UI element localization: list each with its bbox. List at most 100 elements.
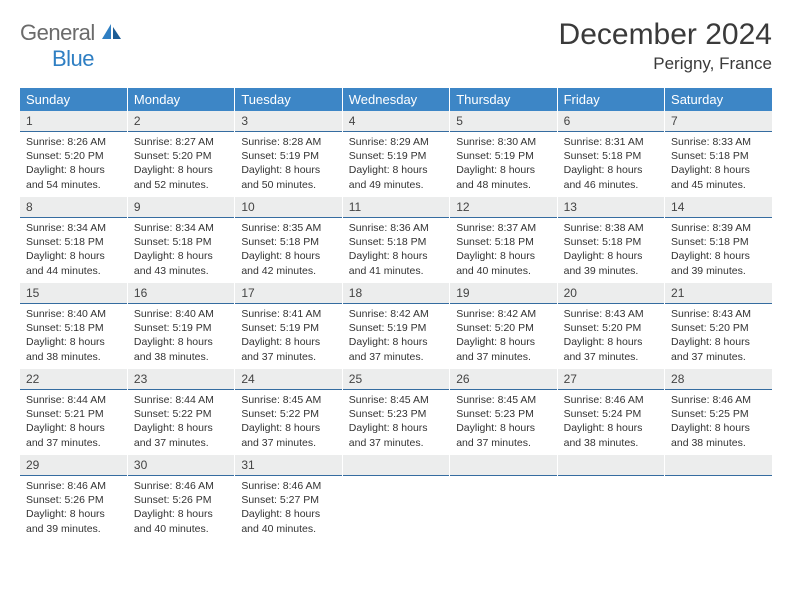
day-number-empty [450, 455, 556, 476]
sunset-line: Sunset: 5:23 PM [349, 407, 443, 421]
sunset-line: Sunset: 5:26 PM [26, 493, 121, 507]
daylight-line: Daylight: 8 hours and 40 minutes. [134, 507, 228, 535]
calendar-day-cell: 29Sunrise: 8:46 AMSunset: 5:26 PMDayligh… [20, 455, 127, 541]
daylight-line: Daylight: 8 hours and 37 minutes. [241, 421, 335, 449]
calendar-day-cell [557, 455, 664, 541]
day-details: Sunrise: 8:40 AMSunset: 5:19 PMDaylight:… [128, 304, 234, 369]
daylight-line: Daylight: 8 hours and 37 minutes. [134, 421, 228, 449]
sunrise-line: Sunrise: 8:46 AM [241, 479, 335, 493]
sunrise-line: Sunrise: 8:34 AM [26, 221, 121, 235]
daylight-line: Daylight: 8 hours and 37 minutes. [241, 335, 335, 363]
sunrise-line: Sunrise: 8:46 AM [26, 479, 121, 493]
weekday-header: Tuesday [235, 88, 342, 111]
daylight-line: Daylight: 8 hours and 39 minutes. [671, 249, 766, 277]
sunrise-line: Sunrise: 8:45 AM [241, 393, 335, 407]
calendar-day-cell: 22Sunrise: 8:44 AMSunset: 5:21 PMDayligh… [20, 369, 127, 455]
day-details: Sunrise: 8:29 AMSunset: 5:19 PMDaylight:… [343, 132, 449, 197]
sunset-line: Sunset: 5:18 PM [134, 235, 228, 249]
sunset-line: Sunset: 5:18 PM [26, 235, 121, 249]
daylight-line: Daylight: 8 hours and 41 minutes. [349, 249, 443, 277]
calendar-week-row: 22Sunrise: 8:44 AMSunset: 5:21 PMDayligh… [20, 369, 772, 455]
sunset-line: Sunset: 5:18 PM [26, 321, 121, 335]
day-number: 26 [450, 369, 556, 390]
daylight-line: Daylight: 8 hours and 46 minutes. [564, 163, 658, 191]
daylight-line: Daylight: 8 hours and 38 minutes. [564, 421, 658, 449]
calendar-day-cell [665, 455, 772, 541]
calendar-day-cell: 18Sunrise: 8:42 AMSunset: 5:19 PMDayligh… [342, 283, 449, 369]
sunrise-line: Sunrise: 8:27 AM [134, 135, 228, 149]
day-number: 14 [665, 197, 772, 218]
logo: General Blue [20, 18, 123, 72]
calendar-day-cell: 10Sunrise: 8:35 AMSunset: 5:18 PMDayligh… [235, 197, 342, 283]
day-details: Sunrise: 8:45 AMSunset: 5:22 PMDaylight:… [235, 390, 341, 455]
day-number-empty [343, 455, 449, 476]
sunset-line: Sunset: 5:18 PM [671, 235, 766, 249]
day-number: 9 [128, 197, 234, 218]
sunrise-line: Sunrise: 8:44 AM [26, 393, 121, 407]
day-details: Sunrise: 8:34 AMSunset: 5:18 PMDaylight:… [128, 218, 234, 283]
sunrise-line: Sunrise: 8:41 AM [241, 307, 335, 321]
daylight-line: Daylight: 8 hours and 37 minutes. [671, 335, 766, 363]
calendar-day-cell: 6Sunrise: 8:31 AMSunset: 5:18 PMDaylight… [557, 111, 664, 197]
sunrise-line: Sunrise: 8:40 AM [26, 307, 121, 321]
sunrise-line: Sunrise: 8:33 AM [671, 135, 766, 149]
sunset-line: Sunset: 5:20 PM [564, 321, 658, 335]
sunset-line: Sunset: 5:27 PM [241, 493, 335, 507]
sunset-line: Sunset: 5:19 PM [349, 149, 443, 163]
location: Perigny, France [559, 54, 772, 74]
weekday-header: Wednesday [342, 88, 449, 111]
calendar-day-cell: 3Sunrise: 8:28 AMSunset: 5:19 PMDaylight… [235, 111, 342, 197]
logo-text-blue: Blue [52, 46, 94, 71]
day-details: Sunrise: 8:46 AMSunset: 5:25 PMDaylight:… [665, 390, 772, 455]
day-number: 11 [343, 197, 449, 218]
sunset-line: Sunset: 5:21 PM [26, 407, 121, 421]
daylight-line: Daylight: 8 hours and 37 minutes. [456, 421, 550, 449]
daylight-line: Daylight: 8 hours and 48 minutes. [456, 163, 550, 191]
day-details: Sunrise: 8:44 AMSunset: 5:22 PMDaylight:… [128, 390, 234, 455]
sunset-line: Sunset: 5:18 PM [456, 235, 550, 249]
sunset-line: Sunset: 5:19 PM [349, 321, 443, 335]
daylight-line: Daylight: 8 hours and 39 minutes. [564, 249, 658, 277]
day-details: Sunrise: 8:45 AMSunset: 5:23 PMDaylight:… [343, 390, 449, 455]
logo-text-general: General [20, 20, 95, 45]
calendar-day-cell: 9Sunrise: 8:34 AMSunset: 5:18 PMDaylight… [127, 197, 234, 283]
day-number: 2 [128, 111, 234, 132]
sunset-line: Sunset: 5:22 PM [241, 407, 335, 421]
sunrise-line: Sunrise: 8:29 AM [349, 135, 443, 149]
sunset-line: Sunset: 5:18 PM [349, 235, 443, 249]
day-details: Sunrise: 8:46 AMSunset: 5:26 PMDaylight:… [128, 476, 234, 541]
day-number: 27 [558, 369, 664, 390]
day-details: Sunrise: 8:33 AMSunset: 5:18 PMDaylight:… [665, 132, 772, 197]
day-details: Sunrise: 8:37 AMSunset: 5:18 PMDaylight:… [450, 218, 556, 283]
sunset-line: Sunset: 5:19 PM [456, 149, 550, 163]
calendar-week-row: 1Sunrise: 8:26 AMSunset: 5:20 PMDaylight… [20, 111, 772, 197]
sunset-line: Sunset: 5:25 PM [671, 407, 766, 421]
sunrise-line: Sunrise: 8:46 AM [134, 479, 228, 493]
day-details: Sunrise: 8:35 AMSunset: 5:18 PMDaylight:… [235, 218, 341, 283]
day-number: 12 [450, 197, 556, 218]
daylight-line: Daylight: 8 hours and 37 minutes. [349, 335, 443, 363]
day-details: Sunrise: 8:38 AMSunset: 5:18 PMDaylight:… [558, 218, 664, 283]
sunrise-line: Sunrise: 8:46 AM [671, 393, 766, 407]
day-number: 21 [665, 283, 772, 304]
daylight-line: Daylight: 8 hours and 52 minutes. [134, 163, 228, 191]
day-number: 8 [20, 197, 127, 218]
day-details: Sunrise: 8:31 AMSunset: 5:18 PMDaylight:… [558, 132, 664, 197]
day-number: 1 [20, 111, 127, 132]
day-details: Sunrise: 8:26 AMSunset: 5:20 PMDaylight:… [20, 132, 127, 197]
daylight-line: Daylight: 8 hours and 49 minutes. [349, 163, 443, 191]
calendar-day-cell: 30Sunrise: 8:46 AMSunset: 5:26 PMDayligh… [127, 455, 234, 541]
calendar-body: 1Sunrise: 8:26 AMSunset: 5:20 PMDaylight… [20, 111, 772, 541]
sunset-line: Sunset: 5:19 PM [241, 149, 335, 163]
daylight-line: Daylight: 8 hours and 54 minutes. [26, 163, 121, 191]
daylight-line: Daylight: 8 hours and 37 minutes. [349, 421, 443, 449]
daylight-line: Daylight: 8 hours and 43 minutes. [134, 249, 228, 277]
sunset-line: Sunset: 5:19 PM [241, 321, 335, 335]
sunrise-line: Sunrise: 8:30 AM [456, 135, 550, 149]
sunset-line: Sunset: 5:18 PM [564, 149, 658, 163]
calendar-week-row: 8Sunrise: 8:34 AMSunset: 5:18 PMDaylight… [20, 197, 772, 283]
sunset-line: Sunset: 5:24 PM [564, 407, 658, 421]
sunrise-line: Sunrise: 8:42 AM [456, 307, 550, 321]
day-details: Sunrise: 8:45 AMSunset: 5:23 PMDaylight:… [450, 390, 556, 455]
calendar-day-cell: 5Sunrise: 8:30 AMSunset: 5:19 PMDaylight… [450, 111, 557, 197]
